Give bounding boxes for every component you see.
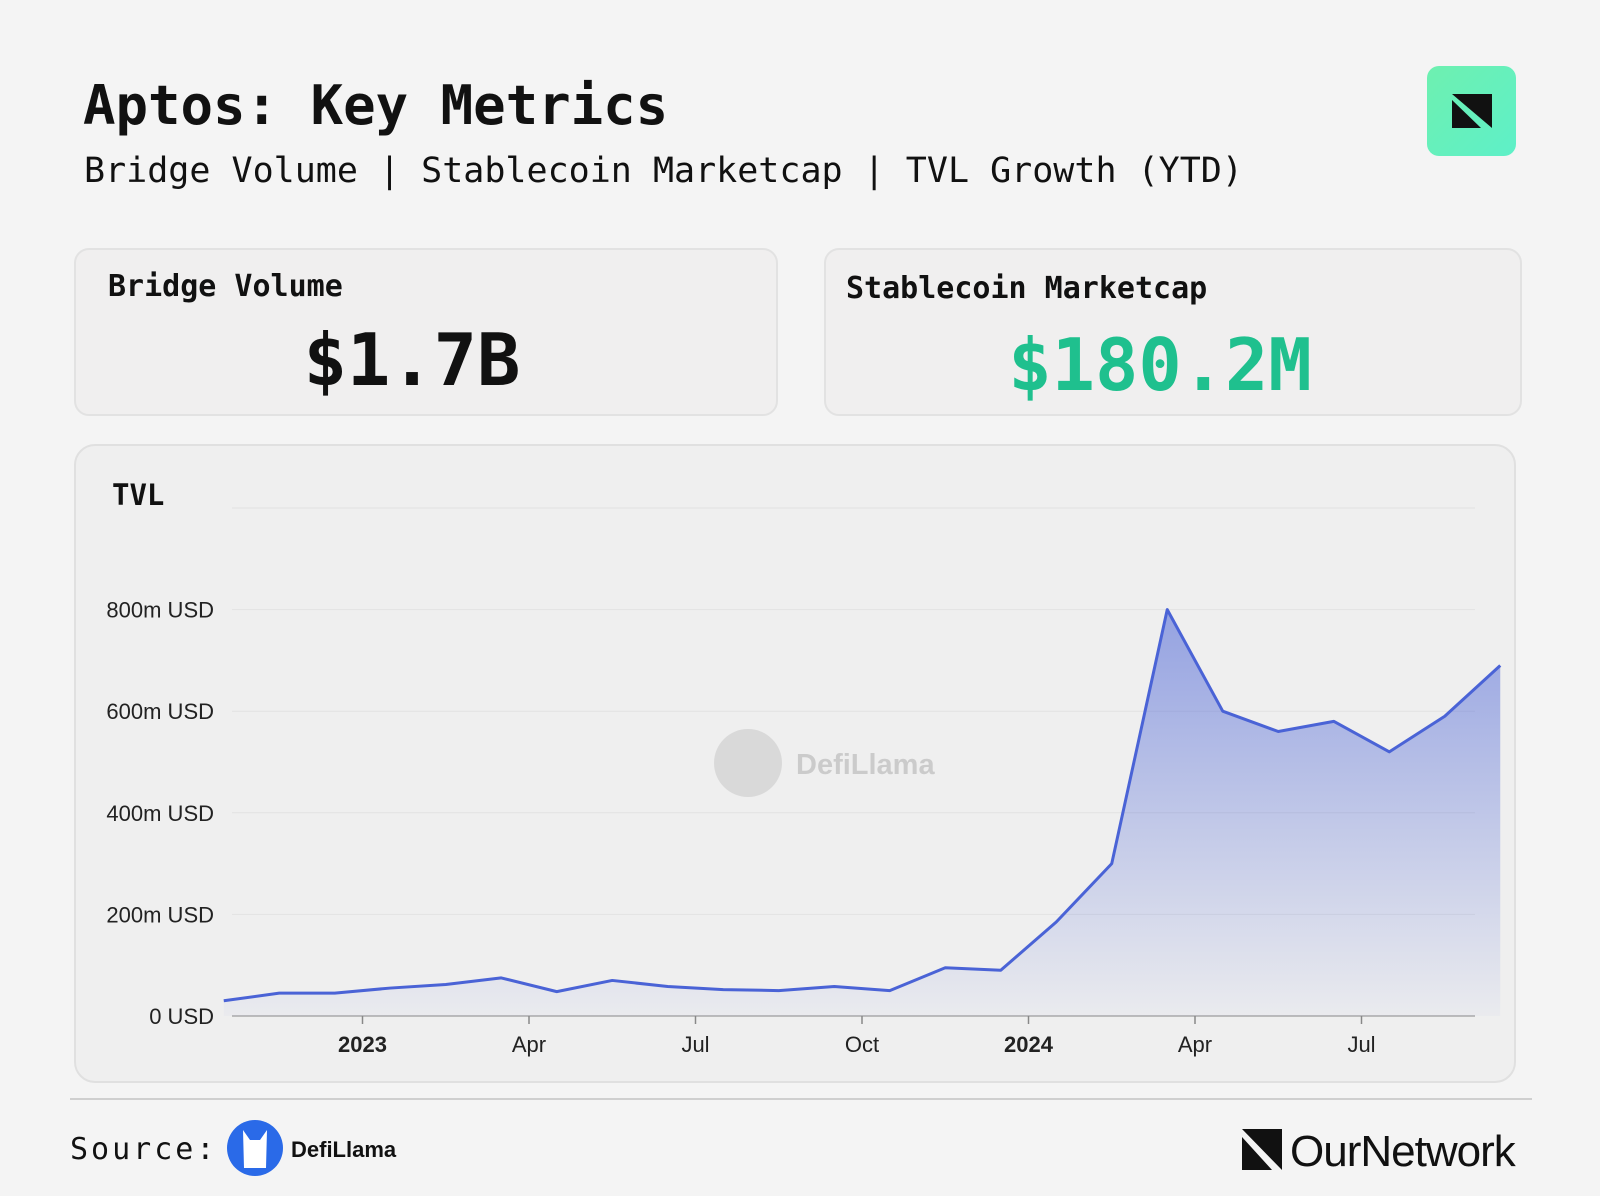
y-tick-label: 800m USD <box>106 598 214 623</box>
watermark: DefiLlama <box>714 729 935 797</box>
line <box>223 608 1502 1003</box>
area <box>223 609 1501 1016</box>
source-label: Source: <box>70 1132 217 1167</box>
card-value: $1.7B <box>304 318 521 402</box>
logo <box>1427 66 1516 156</box>
plot: 0 USD 200m USD 400m USD 600m USD 800m USD 202… <box>106 598 1502 1057</box>
x-tick-label: Jul <box>1347 1032 1375 1057</box>
brand: OurNetwork <box>1290 1127 1517 1176</box>
defillama-icon <box>227 1120 283 1176</box>
y-tick-label: 200m USD <box>106 902 214 927</box>
card-label: Bridge Volume <box>108 269 343 304</box>
card-label: Stablecoin Marketcap <box>846 271 1207 306</box>
x-tick-label: Apr <box>1178 1032 1212 1057</box>
x-tick-label: Apr <box>512 1032 546 1057</box>
y-tick-label: 0 USD <box>149 1004 214 1029</box>
card-value: $180.2M <box>1008 323 1311 407</box>
brand-icon <box>1242 1129 1282 1170</box>
title: Aptos: Key Metrics <box>83 74 668 137</box>
chart-title: TVL <box>112 478 164 512</box>
x-tick-label: 2023 <box>338 1032 387 1057</box>
x-tick-label: Oct <box>845 1032 879 1057</box>
source-name: DefiLlama <box>291 1137 397 1162</box>
y-tick-label: 400m USD <box>106 801 214 826</box>
x-tick-label: 2024 <box>1004 1032 1054 1057</box>
x-tick-label: Jul <box>681 1032 709 1057</box>
card <box>74 248 778 416</box>
card <box>824 248 1522 416</box>
subtitle: Bridge Volume | Stablecoin Marketcap | T… <box>84 151 1243 191</box>
watermark-text: DefiLlama <box>796 749 935 781</box>
y-tick-label: 600m USD <box>106 699 214 724</box>
